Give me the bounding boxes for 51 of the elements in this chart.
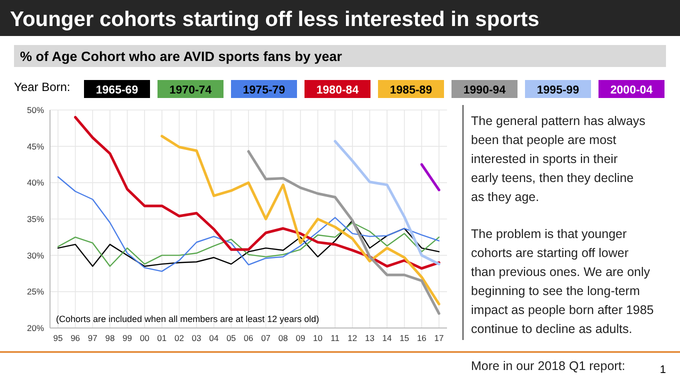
- text: 1985-89: [390, 84, 432, 96]
- annotation: (Cohorts are included when all members are at least 12 years old): [56, 314, 320, 324]
- x-tick-label: 03: [192, 333, 202, 343]
- line-series: [74, 116, 440, 270]
- x-tick-label: 01: [157, 333, 167, 343]
- line-series: [160, 134, 440, 306]
- x-tick-label: 13: [364, 333, 375, 343]
- x-tick-label: 12: [348, 333, 358, 343]
- x-tick-label: 08: [278, 333, 288, 343]
- y-tick-label: 20%: [26, 323, 44, 333]
- text: 1965-69: [96, 84, 138, 96]
- y-tick-label: 35%: [26, 214, 44, 224]
- chart-subtitle: % of Age Cohort who are AVID sports fans by year: [20, 49, 343, 64]
- text: 2000-04: [610, 84, 654, 96]
- x-tick-label: 99: [122, 333, 132, 343]
- text: 1995-99: [536, 84, 580, 96]
- x-tick-label: 11: [330, 333, 340, 343]
- text: The general pattern has always been that people are most interested in sports in their early teens, then they decline as they age.: [471, 114, 646, 204]
- x-tick-label: 96: [70, 333, 80, 343]
- x-tick-label: 95: [53, 333, 63, 343]
- text: 1970-74: [169, 84, 212, 96]
- text: The problem is that younger cohorts are starting off lower than previous ones. We are only beginning to see the long-term impact as people born after 1985 continue to decline as adults.: [471, 227, 654, 336]
- x-tick-label: 06: [244, 333, 254, 343]
- x-tick-label: 98: [105, 333, 115, 343]
- x-tick-label: 14: [382, 333, 392, 343]
- x-tick-label: 09: [296, 333, 306, 343]
- x-tick-label: 97: [88, 333, 98, 343]
- line-series: [57, 176, 440, 272]
- x-tick-label: 00: [140, 333, 150, 343]
- legend-title: Year Born:: [14, 80, 70, 94]
- text: 1980-84: [316, 84, 360, 96]
- chart-title: Younger cohorts starting off less interested in sports: [10, 8, 540, 31]
- x-tick-label: 05: [226, 333, 236, 343]
- x-tick-label: 15: [400, 333, 410, 343]
- y-tick-label: 45%: [26, 141, 44, 152]
- y-tick-label: 25%: [26, 286, 44, 297]
- x-tick-label: 16: [416, 333, 427, 343]
- text: 1990-94: [463, 84, 506, 96]
- x-tick-label: 07: [261, 333, 271, 343]
- x-tick-label: 10: [313, 333, 323, 343]
- text: More in our 2018 Q1 report:: [471, 359, 626, 373]
- x-tick-label: 04: [209, 333, 219, 343]
- text: 1975-79: [242, 84, 286, 96]
- y-tick-label: 40%: [26, 178, 44, 188]
- x-tick-label: 02: [174, 333, 184, 343]
- text: 1: [660, 364, 666, 376]
- y-tick-label: 50%: [26, 105, 44, 115]
- x-tick-label: 17: [434, 333, 444, 343]
- line-series: [334, 140, 440, 266]
- y-tick-label: 30%: [26, 250, 44, 260]
- line-series: [247, 150, 440, 315]
